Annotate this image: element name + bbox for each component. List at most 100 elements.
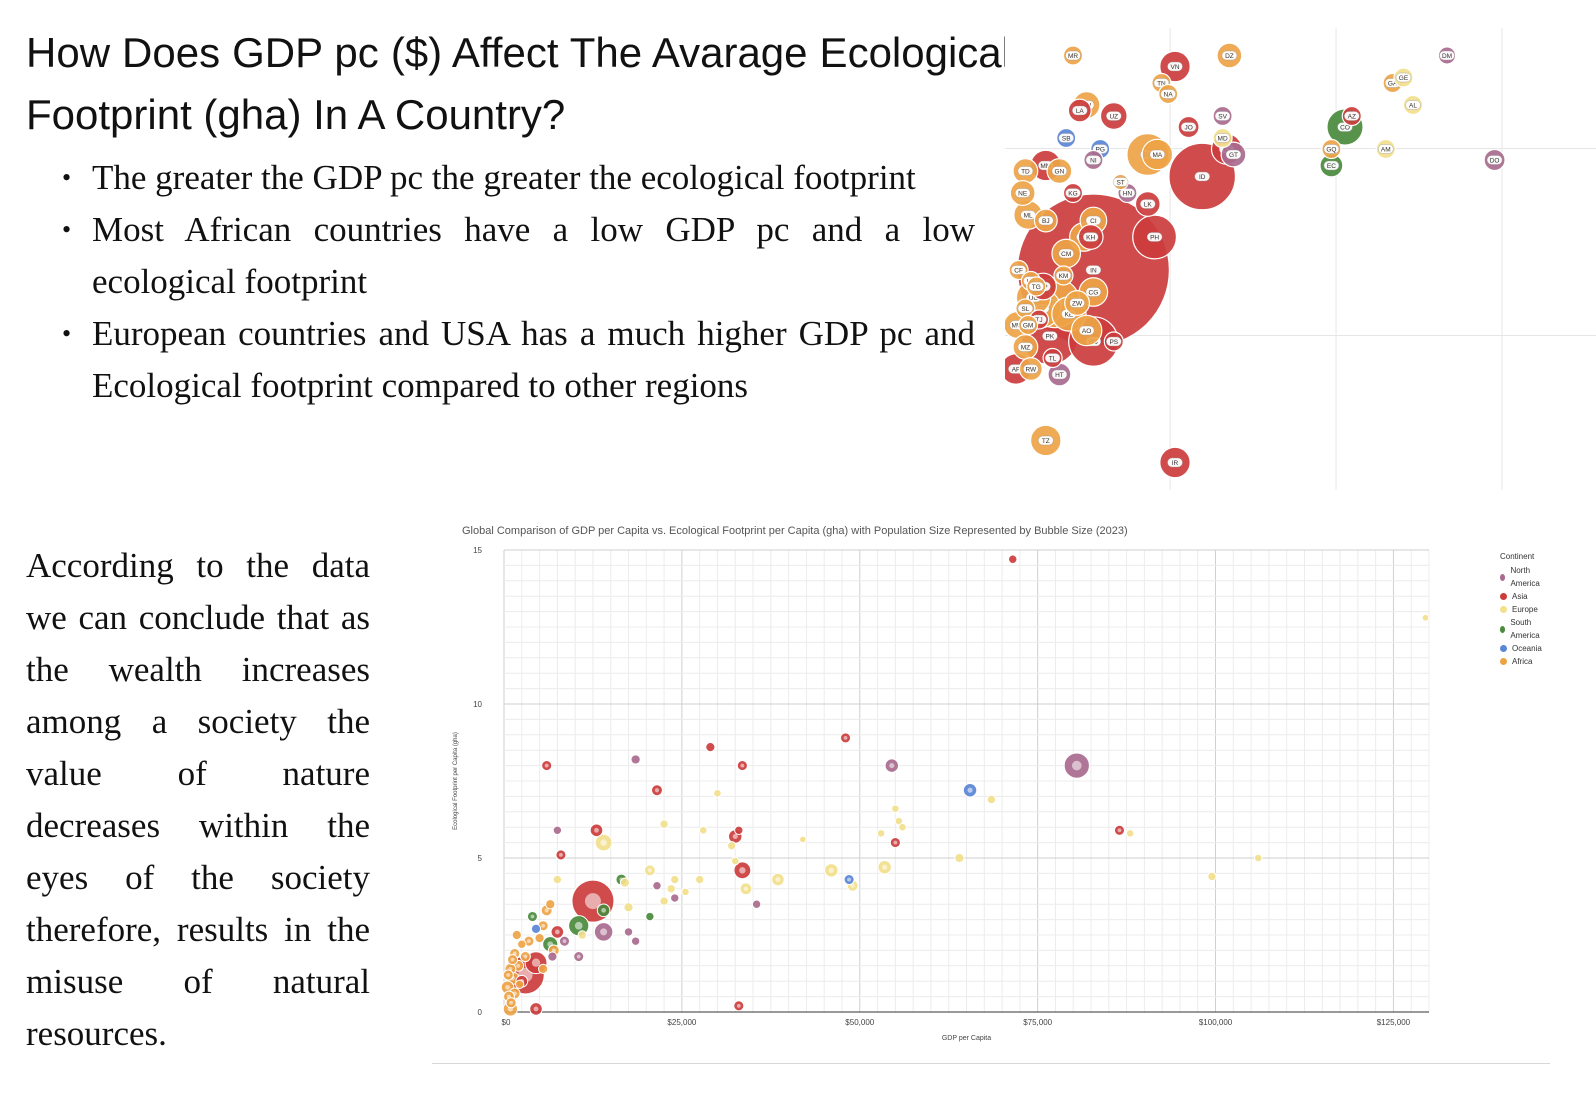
data-bubble[interactable]	[1125, 829, 1135, 838]
data-bubble[interactable]	[659, 819, 669, 829]
data-bubble[interactable]	[986, 794, 997, 805]
legend-item[interactable]: North America	[1500, 564, 1550, 590]
data-bubble[interactable]	[705, 742, 716, 753]
data-bubble[interactable]	[659, 896, 669, 906]
bubble-label-marker	[775, 877, 781, 882]
data-bubble[interactable]	[751, 899, 762, 909]
data-bubble[interactable]	[954, 852, 965, 864]
data-bubble[interactable]	[630, 936, 641, 946]
crop-country-label: IN	[1090, 267, 1097, 274]
crop-country-label: GQ	[1326, 146, 1336, 153]
bubble-label-marker	[732, 833, 738, 839]
crop-country-label: ST	[1116, 179, 1124, 186]
crop-label-pill	[1112, 177, 1129, 187]
x-axis-label: GDP per Capita	[942, 1035, 991, 1042]
crop-country-label: KE	[1065, 311, 1074, 318]
data-bubble[interactable]	[876, 829, 886, 838]
crop-label-pill	[1405, 100, 1421, 110]
chart-legend: Continent North America Asia Europe South A…	[1500, 550, 1550, 668]
crop-label-pill	[1014, 188, 1031, 198]
data-bubble[interactable]	[894, 816, 904, 826]
legend-swatch	[1500, 658, 1507, 665]
data-bubble[interactable]	[538, 963, 549, 975]
crop-country-label: TG	[1032, 284, 1041, 291]
crop-country-label: PH	[1150, 234, 1159, 241]
data-bubble[interactable]	[1207, 871, 1217, 882]
legend-item[interactable]: Asia	[1500, 590, 1550, 603]
crop-country-label: RW	[1025, 366, 1037, 373]
data-bubble[interactable]	[694, 874, 705, 885]
data-bubble[interactable]	[670, 874, 680, 885]
bubble-label-marker	[516, 963, 521, 968]
crop-country-label: CG	[1089, 289, 1099, 296]
crop-country-label: VN	[1170, 64, 1179, 71]
data-bubble[interactable]	[645, 911, 655, 922]
crop-label-pill	[1042, 331, 1058, 341]
bubble-label-marker	[1117, 828, 1122, 833]
crop-label-pill	[1085, 287, 1102, 297]
data-bubble[interactable]	[734, 825, 744, 835]
crop-label-pill	[1038, 435, 1054, 446]
crop-label-pill	[1140, 199, 1156, 209]
data-bubble[interactable]	[547, 951, 558, 962]
legend-item[interactable]: Europe	[1500, 603, 1550, 616]
legend-swatch	[1500, 625, 1506, 633]
data-bubble[interactable]	[1008, 554, 1018, 564]
data-bubble[interactable]	[530, 923, 542, 934]
bubble-label-marker	[1071, 760, 1082, 771]
data-bubble[interactable]	[1253, 853, 1263, 863]
data-bubble[interactable]	[730, 856, 740, 866]
data-bubble[interactable]	[630, 754, 641, 765]
crop-label-pill	[1023, 364, 1039, 374]
legend-item[interactable]: South America	[1500, 616, 1550, 642]
y-tick-label: 5	[478, 854, 483, 863]
data-bubble[interactable]	[517, 939, 527, 949]
data-bubble[interactable]	[623, 902, 634, 913]
data-bubble[interactable]	[898, 822, 907, 832]
bubble-label-marker	[736, 1003, 741, 1008]
bubble-label-marker	[509, 1000, 514, 1005]
legend-label: Asia	[1512, 592, 1528, 601]
crop-label-pill	[1225, 149, 1242, 160]
crop-label-pill	[1051, 369, 1068, 380]
data-bubble[interactable]	[545, 899, 556, 910]
data-bubble[interactable]	[619, 877, 631, 888]
data-bubble[interactable]	[670, 893, 680, 903]
data-bubble[interactable]	[623, 927, 634, 937]
crop-country-label: GN	[1055, 168, 1065, 175]
data-bubble[interactable]	[534, 932, 545, 944]
crop-label-pill	[1106, 336, 1122, 347]
data-bubble[interactable]	[552, 874, 563, 885]
data-bubble[interactable]	[1421, 613, 1430, 622]
legend-item[interactable]: Africa	[1500, 655, 1550, 668]
crop-country-label: BJ	[1042, 218, 1050, 225]
bubble-label-marker	[601, 907, 607, 913]
crop-label-pill	[1395, 72, 1412, 83]
crop-country-label: MW	[1011, 322, 1023, 329]
data-bubble[interactable]	[511, 929, 522, 941]
crop-country-label: MZ	[1021, 344, 1030, 351]
legend-item[interactable]: Oceania	[1500, 642, 1550, 655]
bubble-label-marker	[576, 954, 581, 959]
data-bubble[interactable]	[652, 881, 662, 891]
bubble-label-marker	[505, 984, 510, 990]
crop-country-label: ZW	[1072, 300, 1083, 307]
data-bubble[interactable]	[514, 979, 525, 989]
data-bubble[interactable]	[577, 930, 587, 940]
bullet-item: The greater the GDP pc the greater the e…	[60, 152, 975, 204]
bubble-label-marker	[506, 973, 511, 977]
bubble-label-marker	[531, 958, 541, 967]
data-bubble[interactable]	[891, 804, 900, 814]
data-bubble[interactable]	[798, 835, 807, 844]
data-bubble[interactable]	[666, 884, 676, 894]
crop-label-pill	[1323, 160, 1340, 171]
data-bubble[interactable]	[552, 825, 563, 835]
x-tick-label: $125,000	[1377, 1018, 1411, 1027]
data-bubble[interactable]	[681, 887, 690, 897]
bubble-label-marker	[544, 763, 549, 768]
bubble-label-marker	[544, 908, 549, 913]
data-bubble[interactable]	[698, 826, 708, 835]
data-bubble[interactable]	[713, 789, 722, 798]
data-bubble[interactable]	[726, 840, 737, 851]
bubble-label-marker	[740, 763, 745, 768]
